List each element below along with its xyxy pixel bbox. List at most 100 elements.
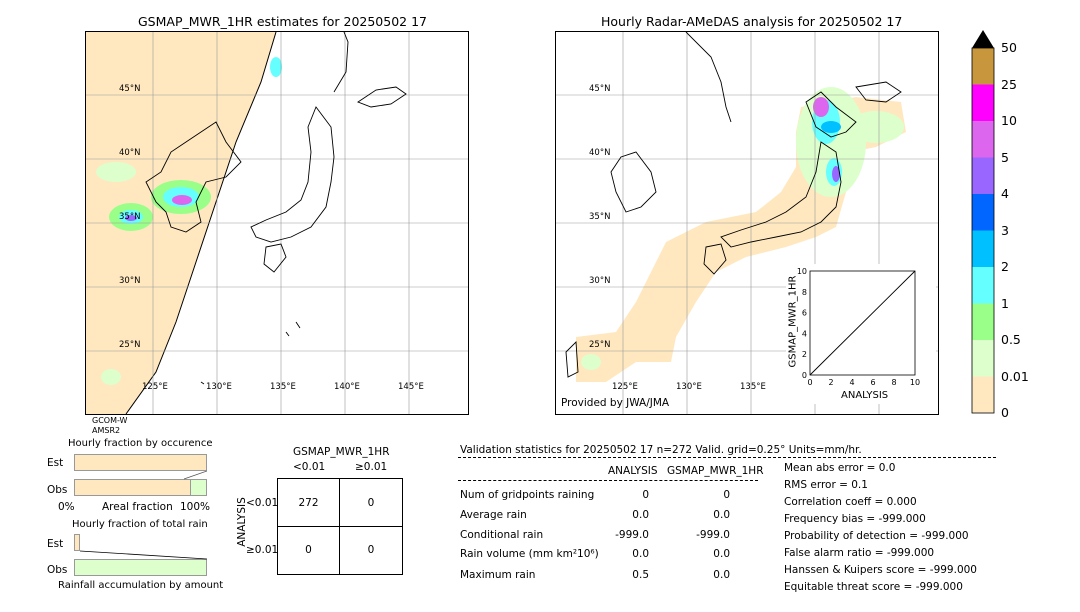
left-lon-label: 145°E bbox=[398, 382, 424, 392]
right-lon-label: 135°E bbox=[740, 382, 766, 392]
scatter-xtick-label: 6 bbox=[870, 378, 875, 387]
contingency-row-axis: ANALYSIS bbox=[236, 497, 248, 547]
right-lon-label: 130°E bbox=[676, 382, 702, 392]
colorbar-segment bbox=[972, 267, 994, 304]
stat-gsmap: 0.0 bbox=[713, 569, 730, 581]
stat-label: Average rain bbox=[460, 509, 527, 521]
right-map: 45°N 40°N 35°N 30°N 25°N 125°E 130°E 135… bbox=[555, 31, 939, 415]
rain-total-est-label: Est bbox=[47, 538, 64, 550]
rain-total-est-bar bbox=[74, 534, 80, 551]
stat-label: Rain volume (mm km²10⁶) bbox=[460, 548, 599, 560]
colorbar-level-label: 0.01 bbox=[1001, 368, 1029, 384]
stat-analysis: 0.5 bbox=[632, 569, 649, 581]
occurrence-tick-right: 100% bbox=[180, 501, 211, 513]
right-lat-label: 35°N bbox=[589, 212, 611, 222]
right-map-canvas bbox=[556, 32, 938, 414]
occurrence-est-bar bbox=[74, 454, 207, 471]
stat-gsmap: 0 bbox=[723, 489, 730, 501]
left-lat-label: 35°N bbox=[119, 212, 141, 222]
contingency-cell: 0 bbox=[305, 544, 312, 556]
colorbar-segment bbox=[972, 303, 994, 340]
validation-subdivider bbox=[458, 480, 758, 481]
scatter-xtick-label: 8 bbox=[891, 378, 896, 387]
colorbar-segment bbox=[972, 376, 994, 413]
data-credit: Provided by JWA/JMA bbox=[561, 397, 670, 409]
colorbar-level-label: 3 bbox=[1001, 222, 1009, 238]
rain-total-obs-bar bbox=[74, 559, 207, 576]
score-line: Frequency bias = -999.000 bbox=[784, 513, 926, 525]
colorbar-level-label: 10 bbox=[1001, 113, 1017, 128]
score-line: Probability of detection = -999.000 bbox=[784, 530, 969, 542]
contingency-col-header: ≥0.01 bbox=[355, 461, 388, 473]
scatter-plot: 0 2 4 6 8 10 0 2 4 6 8 10 bbox=[797, 267, 920, 387]
colorbar-level-label: 0 bbox=[1001, 405, 1009, 420]
colorbar-level-label: 50 bbox=[1001, 40, 1017, 55]
scatter-xtick-label: 10 bbox=[910, 378, 920, 387]
scatter-ytick-label: 4 bbox=[802, 329, 807, 338]
colorbar-segment bbox=[972, 194, 994, 231]
score-line: RMS error = 0.1 bbox=[784, 479, 868, 491]
occurrence-obs-label: Obs bbox=[47, 484, 68, 496]
left-lat-label: 30°N bbox=[119, 276, 141, 286]
stat-analysis: 0.0 bbox=[632, 548, 649, 560]
right-lat-label: 25°N bbox=[589, 340, 611, 350]
stat-label: Conditional rain bbox=[460, 529, 544, 541]
left-lat-label: 45°N bbox=[119, 84, 141, 94]
scatter-ytick-label: 2 bbox=[802, 350, 807, 359]
scatter-diagonal-line bbox=[809, 270, 916, 376]
scatter-inset: 0 2 4 6 8 10 0 2 4 6 8 10 ANALYSIS GSMAP_MWR_1HR bbox=[786, 264, 936, 404]
contingency-table: 272 0 0 0 bbox=[277, 478, 403, 575]
stat-analysis: -999.0 bbox=[615, 529, 649, 541]
left-lon-label: 140°E bbox=[334, 382, 360, 392]
colorbar-level-label: 0.5 bbox=[1001, 332, 1021, 347]
right-lon-label: 125°E bbox=[612, 382, 638, 392]
left-lon-label: 125°E bbox=[142, 382, 168, 392]
left-lon-label: 135°E bbox=[270, 382, 296, 392]
scatter-xtick-label: 2 bbox=[828, 378, 833, 387]
colorbar-segment bbox=[972, 230, 994, 267]
left-lon-label: 130°E bbox=[206, 382, 232, 392]
left-lat-label: 25°N bbox=[119, 340, 141, 350]
rain-total-xlabel: Rainfall accumulation by amount bbox=[58, 580, 224, 591]
right-lat-label: 40°N bbox=[589, 148, 611, 158]
score-line: Hanssen & Kuipers score = -999.000 bbox=[784, 564, 977, 576]
occurrence-obs-bar bbox=[74, 479, 192, 496]
contingency-cell: 272 bbox=[298, 497, 319, 509]
occurrence-title: Hourly fraction by occurence bbox=[68, 438, 213, 449]
contingency-col-header: <0.01 bbox=[293, 461, 326, 473]
sensor-name: AMSR2 bbox=[92, 426, 121, 435]
score-line: False alarm ratio = -999.000 bbox=[784, 547, 935, 559]
scatter-ytick-label: 6 bbox=[802, 309, 807, 318]
satellite-name: GCOM-W bbox=[92, 416, 128, 425]
validation-header: Validation statistics for 20250502 17 n=… bbox=[460, 444, 862, 456]
left-map-canvas bbox=[86, 32, 468, 414]
score-line: Correlation coeff = 0.000 bbox=[784, 496, 917, 508]
colorbar-segment bbox=[972, 157, 994, 194]
stat-label: Maximum rain bbox=[460, 569, 536, 581]
stat-analysis: 0.0 bbox=[632, 509, 649, 521]
stat-label: Num of gridpoints raining bbox=[460, 489, 595, 501]
scatter-ytick-label: 0 bbox=[802, 371, 807, 380]
left-map-title: GSMAP_MWR_1HR estimates for 20250502 17 bbox=[138, 14, 427, 29]
rain-total-obs-label: Obs bbox=[47, 564, 68, 576]
colorbar-level-label: 1 bbox=[1001, 295, 1009, 311]
stat-analysis: 0 bbox=[642, 489, 649, 501]
occurrence-tick-left: 0% bbox=[58, 501, 75, 513]
right-lat-label: 30°N bbox=[589, 276, 611, 286]
occurrence-panel bbox=[74, 452, 207, 498]
scatter-ytick-label: 10 bbox=[797, 267, 807, 276]
scatter-ylabel: GSMAP_MWR_1HR bbox=[787, 275, 799, 368]
stat-gsmap: -999.0 bbox=[696, 529, 730, 541]
contingency-cell: 0 bbox=[367, 497, 375, 509]
contingency-row-header: <0.01 bbox=[246, 497, 279, 509]
scatter-xtick-label: 4 bbox=[849, 378, 854, 387]
occurrence-est-label: Est bbox=[47, 457, 64, 469]
occurrence-xlabel: Areal fraction bbox=[102, 501, 173, 513]
score-line: Equitable threat score = -999.000 bbox=[784, 581, 963, 593]
contingency-row-header: ≥0.01 bbox=[246, 544, 279, 556]
validation-divider bbox=[458, 457, 996, 458]
validation-col-analysis: ANALYSIS bbox=[608, 465, 658, 477]
scatter-xtick-label: 0 bbox=[807, 378, 812, 387]
colorbar-extend-arrow bbox=[972, 30, 994, 48]
colorbar-segment bbox=[972, 48, 994, 85]
